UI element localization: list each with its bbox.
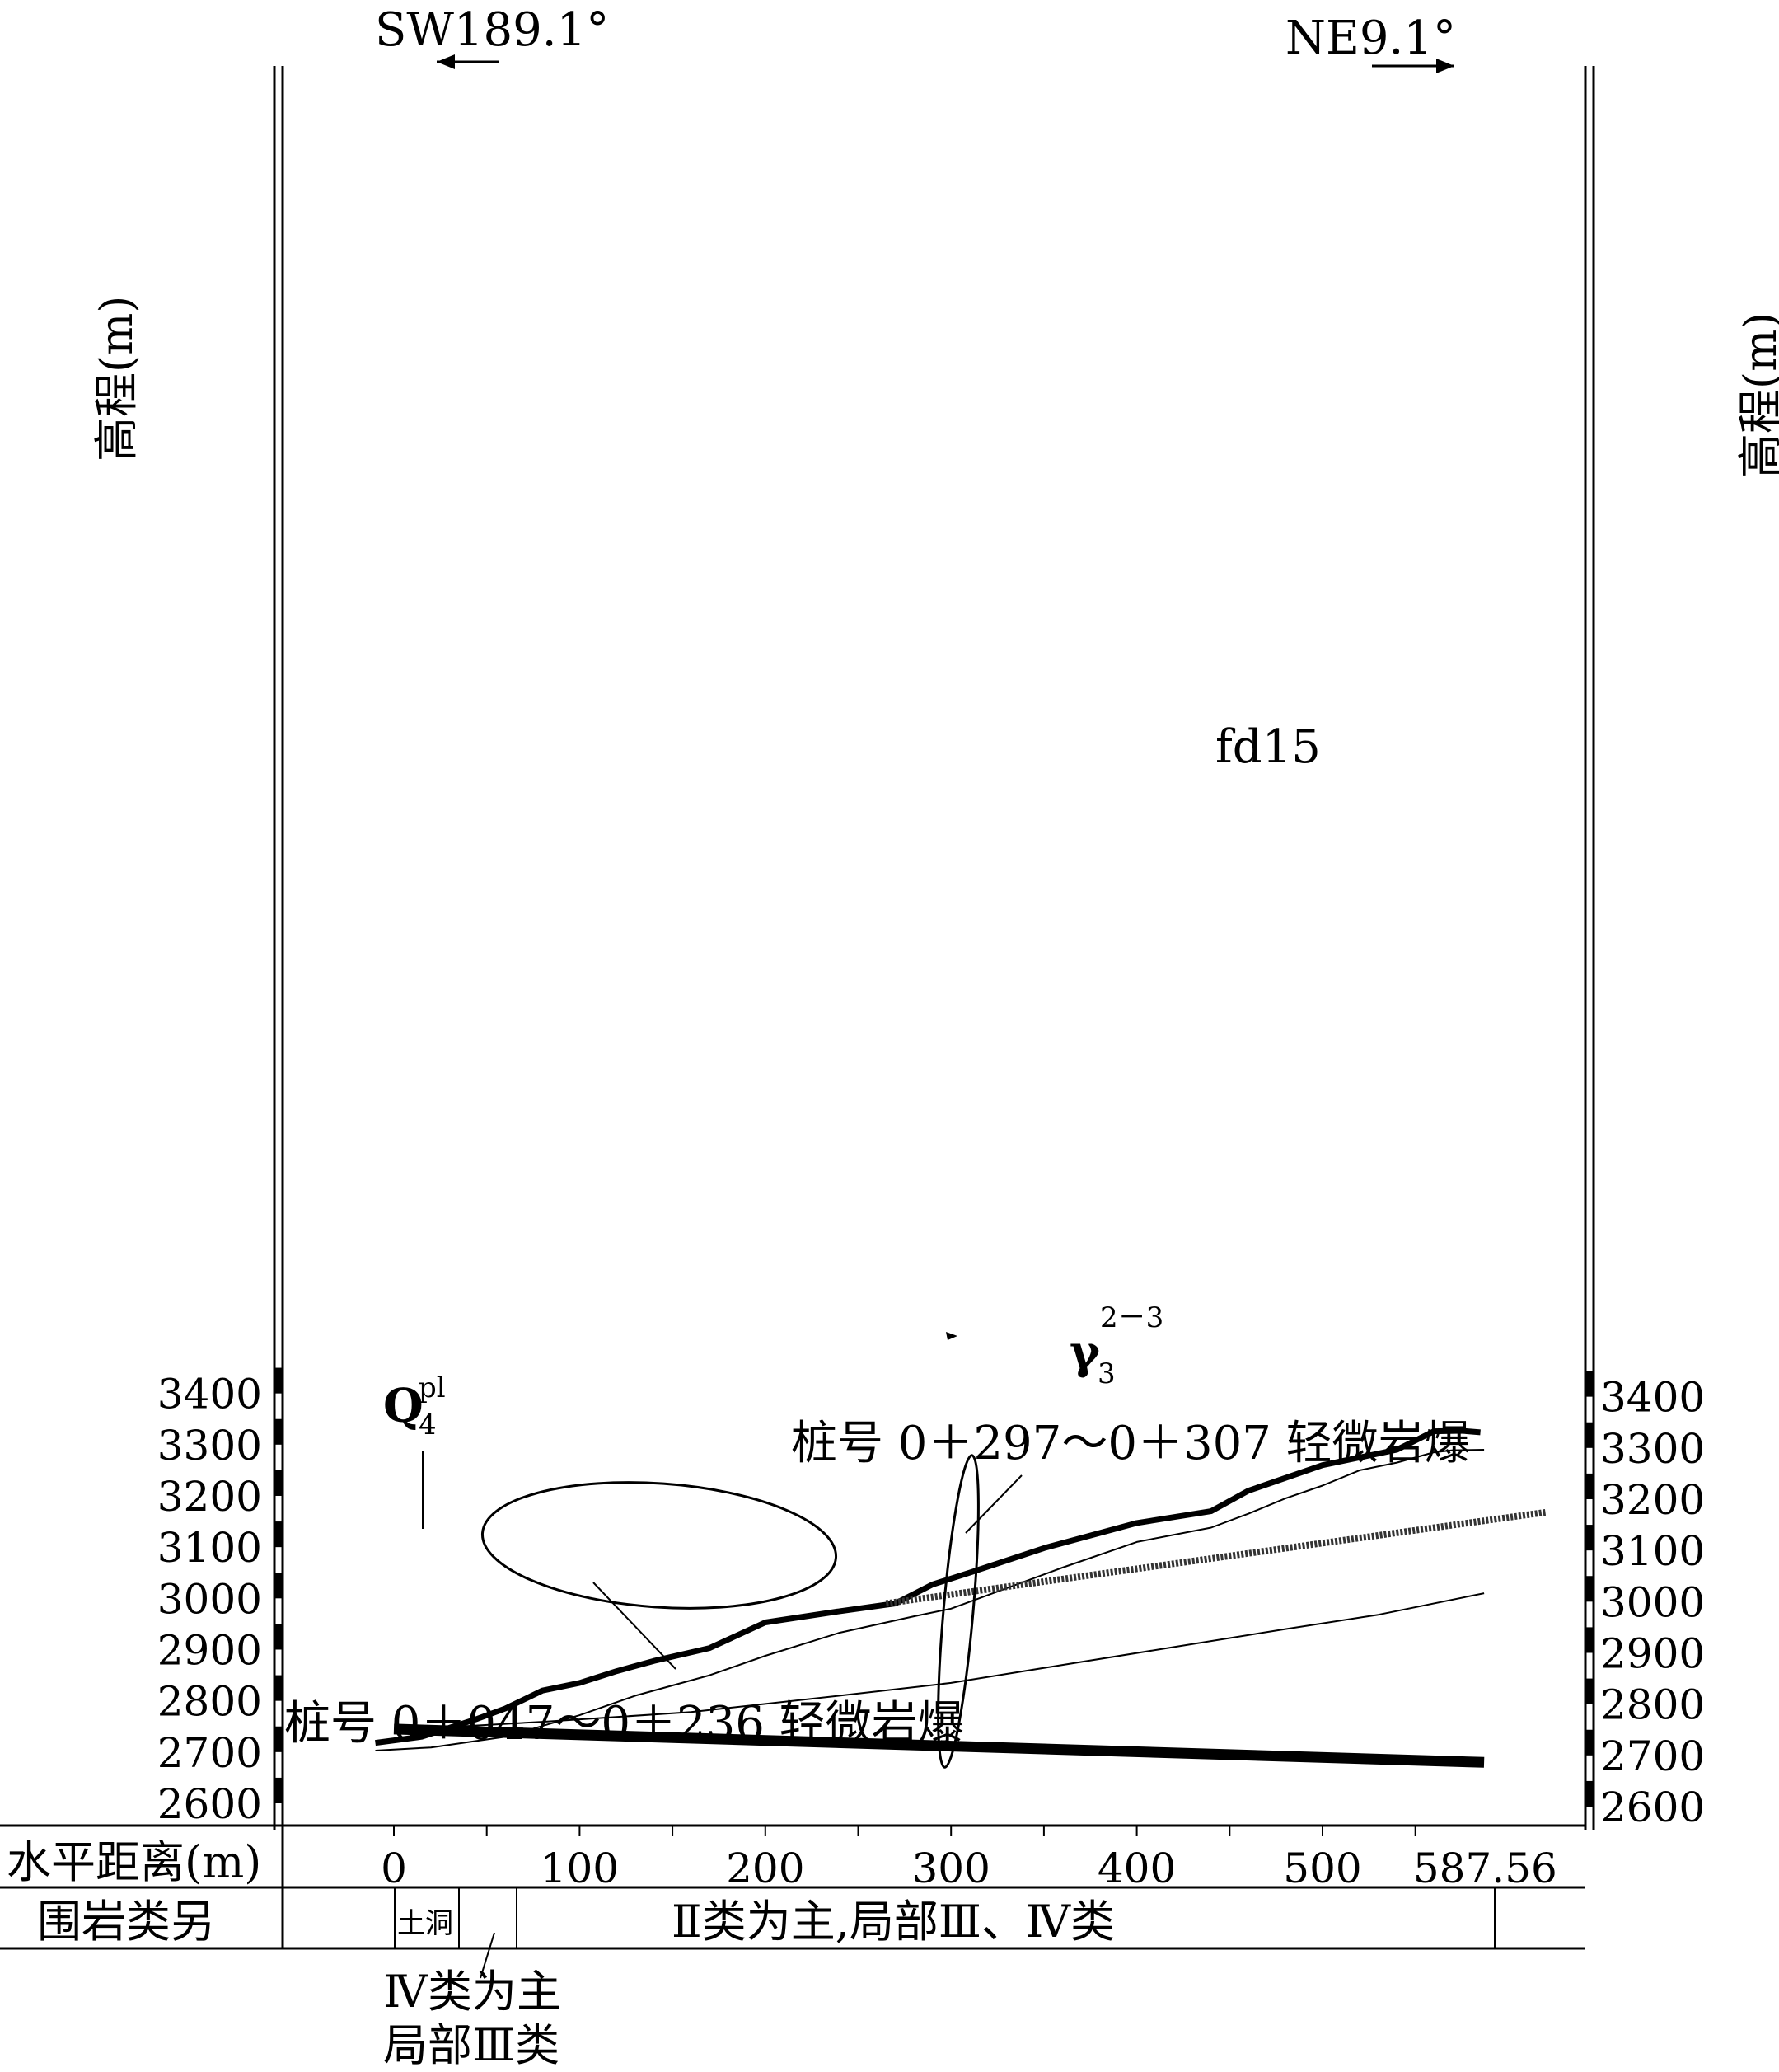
granite-label: γ 3 2－3: [1070, 1301, 1163, 1390]
class-note-leader: [480, 1932, 495, 1979]
left-axis-bar: [274, 1624, 283, 1650]
series-contact-upper: [375, 1449, 1485, 1751]
annotation-label-2: 桩号 0＋047～0＋236 轻微岩爆: [284, 1697, 964, 1751]
class-note-line2: 局部Ⅲ类: [383, 2019, 559, 2071]
y-tick-label-right: 2600: [1600, 1784, 1705, 1831]
ylabel-right: 高程(m): [1735, 312, 1779, 478]
y-tick-label-left: 3000: [157, 1575, 262, 1623]
y-tick-label-right: 3100: [1600, 1527, 1705, 1575]
y-tick-label-right: 2900: [1600, 1629, 1705, 1677]
series-ground-surface: [375, 1427, 1481, 1746]
left-axis-bar: [274, 1573, 283, 1599]
y-tick-label-left: 2600: [157, 1780, 262, 1828]
y-tick-label-right: 3200: [1600, 1476, 1705, 1524]
y-tick-label-left: 2700: [157, 1729, 262, 1777]
right-axis-bar: [1585, 1627, 1594, 1653]
right-axis-bar: [1585, 1473, 1594, 1499]
y-tick-label-right: 2700: [1600, 1732, 1705, 1780]
rockburst-zone-ellipse-1: [480, 1481, 838, 1610]
class-cell-main: Ⅱ类为主,局部Ⅲ、Ⅳ类: [672, 1896, 1115, 1948]
svg-text:3: 3: [1098, 1357, 1116, 1390]
annotation-leader-1: [592, 1582, 676, 1670]
direction-left-label: SW189.1°: [375, 3, 609, 57]
left-axis-bar: [274, 1777, 283, 1803]
fault-label: fd15: [1215, 720, 1321, 774]
y-tick-label-left: 3400: [157, 1371, 262, 1418]
y-tick-label-right: 3000: [1600, 1578, 1705, 1626]
x-tick-label: 587.56: [1413, 1845, 1557, 1892]
y-tick-label-left: 3100: [157, 1524, 262, 1572]
x-tick-label: 200: [726, 1845, 804, 1892]
left-axis-bar: [274, 1418, 283, 1445]
svg-text:2－3: 2－3: [1100, 1301, 1163, 1334]
x-tick-label: 100: [541, 1845, 619, 1892]
direction-right-label: NE9.1°: [1285, 12, 1456, 65]
x-tick-label: 500: [1283, 1845, 1361, 1892]
y-tick-label-left: 2800: [157, 1678, 262, 1726]
y-tick-label-left: 3200: [157, 1473, 262, 1521]
rockburst-zone-ellipse-2: [937, 1454, 980, 1769]
left-axis-bar: [274, 1470, 283, 1496]
ylabel-left: 高程(m): [91, 296, 143, 462]
y-tick-label-right: 2800: [1600, 1681, 1705, 1729]
class-row-label: 围岩类另: [37, 1896, 215, 1948]
right-axis-bar: [1585, 1525, 1594, 1551]
quaternary-label: Q 4 pl: [383, 1371, 446, 1441]
direction-left-arrowhead: [437, 54, 455, 69]
series-contact-lower: [412, 1592, 1485, 1730]
right-axis-bar: [1585, 1729, 1594, 1756]
x-tick-label: 300: [911, 1845, 990, 1892]
right-axis-bar: [1585, 1576, 1594, 1602]
y-tick-label-left: 3300: [157, 1422, 262, 1470]
bottom-table: 0 100 200 300 400 500 587.56 水平距离(m) 围岩类另 土洞 Ⅱ…: [0, 1824, 1585, 2071]
x-row-label: 水平距离(m): [7, 1836, 261, 1888]
contact-marker: [946, 1332, 957, 1340]
right-axis-bar: [1585, 1371, 1594, 1397]
left-axis-bar: [274, 1726, 283, 1752]
x-tick-label: 0: [381, 1845, 407, 1892]
svg-text:Q: Q: [383, 1379, 424, 1433]
svg-text:4: 4: [419, 1409, 437, 1441]
y-tick-label-right: 3400: [1600, 1374, 1705, 1422]
class-note-line1: Ⅳ类为主: [383, 1966, 561, 2018]
left-axis-bar: [274, 1521, 283, 1548]
y-tick-label-right: 3300: [1600, 1425, 1705, 1473]
right-axis-bar: [1585, 1678, 1594, 1704]
right-axis-bar: [1585, 1780, 1594, 1807]
svg-text:γ: γ: [1070, 1325, 1101, 1380]
annotation-leader-2: [965, 1474, 1023, 1534]
direction-right-arrowhead: [1436, 59, 1454, 73]
right-axis-bar: [1585, 1422, 1594, 1448]
left-axis-bar: [274, 1367, 283, 1394]
x-tick-label: 400: [1098, 1845, 1176, 1892]
y-tick-label-left: 2900: [157, 1626, 262, 1674]
left-axis-bar: [274, 1675, 283, 1701]
annotation-label-1: 桩号 0＋297～0＋307 轻微岩爆: [791, 1417, 1471, 1470]
class-cell-short: 土洞: [397, 1907, 453, 1940]
svg-text:pl: pl: [419, 1371, 446, 1404]
